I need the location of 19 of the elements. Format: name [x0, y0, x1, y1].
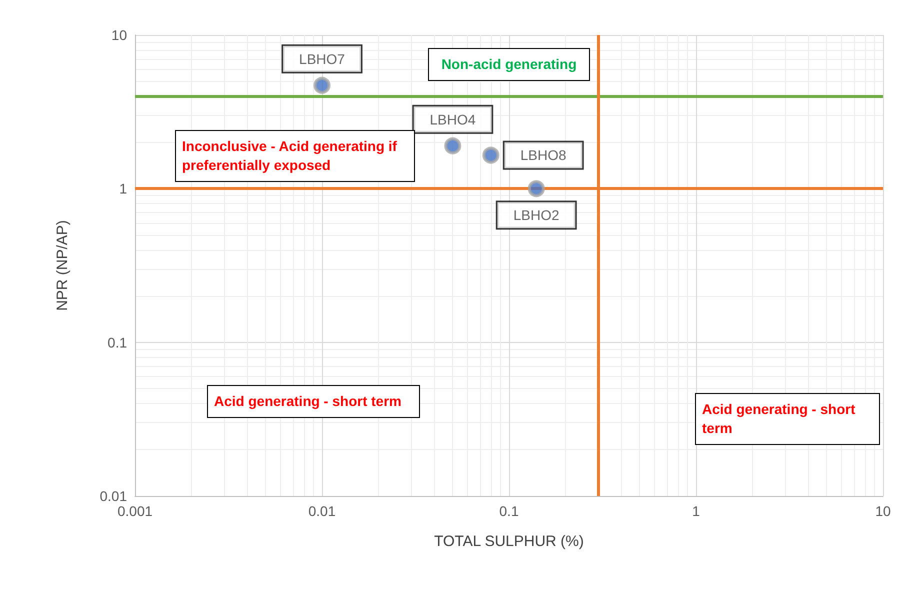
x-tick-label: 0.1: [499, 503, 519, 519]
y-tick-label: 0.01: [100, 488, 128, 504]
x-tick-label: 0.01: [308, 503, 336, 519]
y-tick-label: 0.1: [108, 334, 128, 350]
data-label: LBHO8: [520, 147, 566, 164]
data-label: LBHO2: [513, 207, 560, 224]
x-tick-label: 0.001: [117, 503, 153, 519]
data-label: LBHO7: [299, 50, 346, 67]
data-label: LBHO4: [430, 111, 476, 128]
x-axis-title: TOTAL SULPHUR (%): [434, 533, 584, 550]
annotation: Acid generating - short term: [695, 393, 880, 445]
y-tick-label: 10: [111, 27, 128, 43]
annotation: Acid generating - short term: [207, 385, 420, 418]
annotation: Non-acid generating: [428, 48, 590, 81]
x-tick-label: 1: [692, 503, 700, 519]
annotation: Inconclusive - Acid generating if preferentially exposed: [175, 130, 415, 182]
x-tick-label: 10: [875, 503, 891, 519]
y-tick-label: 1: [119, 180, 128, 197]
y-axis-title: NPR (NP/AP): [54, 220, 71, 311]
